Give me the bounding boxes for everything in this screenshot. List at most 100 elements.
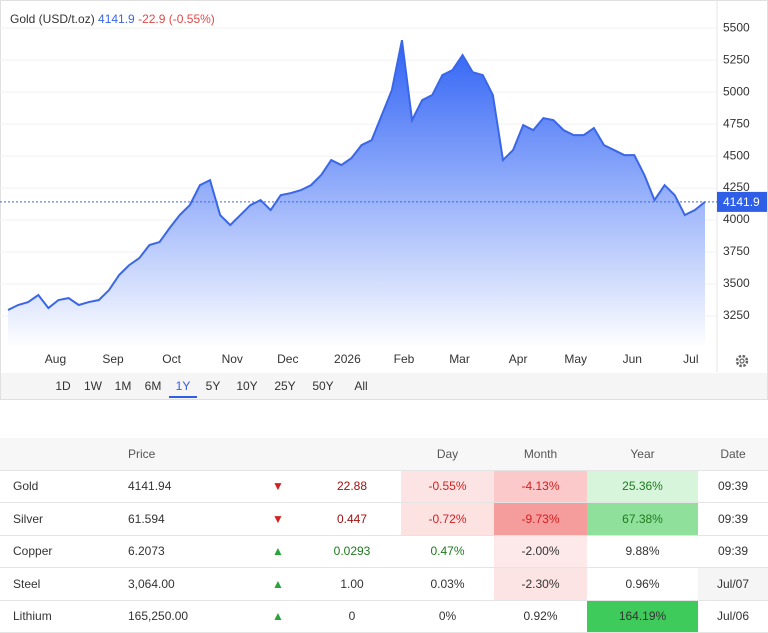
year-cell: 9.88%: [587, 535, 698, 568]
y-tick-label: 5500: [723, 20, 750, 34]
range-label: All: [354, 379, 367, 393]
header: Day: [401, 438, 494, 471]
last-price-tag: [717, 191, 767, 212]
line: [7, 39, 706, 311]
change-cell: 0.447: [303, 502, 401, 536]
range-button[interactable]: 1Y: [169, 379, 197, 398]
y-tick-label: 4500: [723, 148, 750, 162]
year-cell: 164.19%: [587, 600, 698, 633]
range-label: 10Y: [236, 379, 257, 393]
month-cell: -4.13%: [494, 470, 587, 503]
range-bar: [1, 373, 767, 399]
month-cell: -9.73%: [494, 502, 587, 536]
date-cell: 09:39: [698, 502, 768, 536]
range-label: 6M: [145, 379, 162, 393]
x-tick-label: Apr: [509, 352, 528, 366]
price-cell: 6.2073: [115, 535, 253, 568]
header: Month: [494, 438, 587, 471]
range-button[interactable]: 1D: [55, 379, 71, 393]
change-cell: 1.00: [303, 567, 401, 601]
name-cell: Copper: [0, 535, 115, 568]
row: Steel 3,064.00 ▲ 1.00 0.03% -2.30% 0.96% Jul/07: [0, 567, 768, 601]
x-tick-label: Jun: [623, 352, 642, 366]
range-label: 1M: [115, 379, 132, 393]
change-cell: 22.88: [303, 470, 401, 503]
header: Year: [587, 438, 698, 471]
range-button[interactable]: 1M: [115, 379, 132, 393]
y-tick-label: 5000: [723, 84, 750, 98]
x-tick-label: May: [564, 352, 587, 366]
direction-icon: ▼: [253, 502, 303, 536]
x-tick-label: Nov: [222, 352, 243, 366]
y-tick-label: 3250: [723, 308, 750, 322]
x-tick-label: Sep: [102, 352, 124, 366]
range-button[interactable]: 50Y: [312, 379, 333, 393]
range-label: 1D: [55, 379, 71, 393]
header-row: Price Day Month Year Date: [0, 438, 768, 471]
range-button[interactable]: 6M: [145, 379, 162, 393]
year-cell: 0.96%: [587, 567, 698, 601]
y-tick-label: 4750: [723, 116, 750, 130]
year-cell: 25.36%: [587, 470, 698, 503]
row: Gold 4141.94 ▼ 22.88 -0.55% -4.13% 25.36% 09:39: [0, 470, 768, 503]
change: -22.9 (-0.55%): [138, 12, 215, 26]
day-cell: -0.72%: [401, 502, 494, 536]
header: Date: [698, 438, 768, 471]
year-cell: 67.38%: [587, 502, 698, 536]
title: Gold (USD/t.oz): [10, 12, 95, 26]
y-tick-label: 3500: [723, 276, 750, 290]
range-label: 25Y: [274, 379, 295, 393]
area: [8, 40, 705, 349]
table: Price Day Month Year Date Gold 4141.94 ▼ 22.88-…: [0, 438, 768, 633]
name-cell: Lithium: [0, 600, 115, 633]
price-cell: 61.594: [115, 502, 253, 536]
date-cell: 09:39: [698, 470, 768, 503]
month-cell: -2.30%: [494, 567, 587, 601]
x-tick-label: Feb: [394, 352, 415, 366]
direction-icon: ▲: [253, 567, 303, 601]
change-cell: 0.0293: [303, 535, 401, 568]
last-price: 4141.9: [98, 12, 135, 26]
price-cell: 4141.94: [115, 470, 253, 503]
range-button[interactable]: 1W: [84, 379, 103, 393]
row: Copper 6.2073 ▲ 0.0293 0.47% -2.00% 9.88% 09:39: [0, 535, 768, 568]
range-label: 50Y: [312, 379, 333, 393]
price-cell: 165,250.00: [115, 600, 253, 633]
name-cell: Silver: [0, 502, 115, 536]
range-button[interactable]: 10Y: [236, 379, 257, 393]
name-cell: Gold: [0, 470, 115, 503]
settings-icon[interactable]: [735, 354, 749, 368]
y-tick-label: 4250: [723, 180, 750, 194]
direction-icon: ▲: [253, 535, 303, 568]
day-cell: 0.47%: [401, 535, 494, 568]
row: Silver 61.594 ▼ 0.447 -0.72% -9.73% 67.38% 09:3…: [0, 502, 768, 536]
x-tick-label: Jul: [683, 352, 698, 366]
date-cell: Jul/06: [698, 600, 768, 633]
day-cell: 0%: [401, 600, 494, 633]
x-tick-label: Dec: [277, 352, 298, 366]
chart-title: Gold (USD/t.oz) 4141.9 -22.9 (-0.55%): [10, 12, 215, 26]
date-cell: Jul/07: [698, 567, 768, 601]
day-cell: -0.55%: [401, 470, 494, 503]
y-tick-label: 4000: [723, 212, 750, 226]
price-cell: 3,064.00: [115, 567, 253, 601]
range-button[interactable]: All: [354, 379, 367, 393]
range-label: 5Y: [206, 379, 221, 393]
x-tick-label: 2026: [334, 352, 361, 366]
direction-icon: ▼: [253, 470, 303, 503]
row: Lithium 165,250.00 ▲ 0 0% 0.92% 164.19% Jul/06: [0, 600, 768, 633]
date-cell: 09:39: [698, 535, 768, 568]
range-button[interactable]: 25Y: [274, 379, 295, 393]
range-label: 1W: [84, 379, 103, 393]
x-tick-label: Aug: [45, 352, 66, 366]
range-label: 1Y: [176, 379, 191, 393]
range-button[interactable]: 5Y: [206, 379, 221, 393]
month-cell: 0.92%: [494, 600, 587, 633]
last-price-label: 4141.9: [723, 195, 760, 209]
y-tick-label: 3750: [723, 244, 750, 258]
header: Price: [115, 438, 253, 471]
y-tick-label: 5250: [723, 52, 750, 66]
month-cell: -2.00%: [494, 535, 587, 568]
change-cell: 0: [303, 600, 401, 633]
